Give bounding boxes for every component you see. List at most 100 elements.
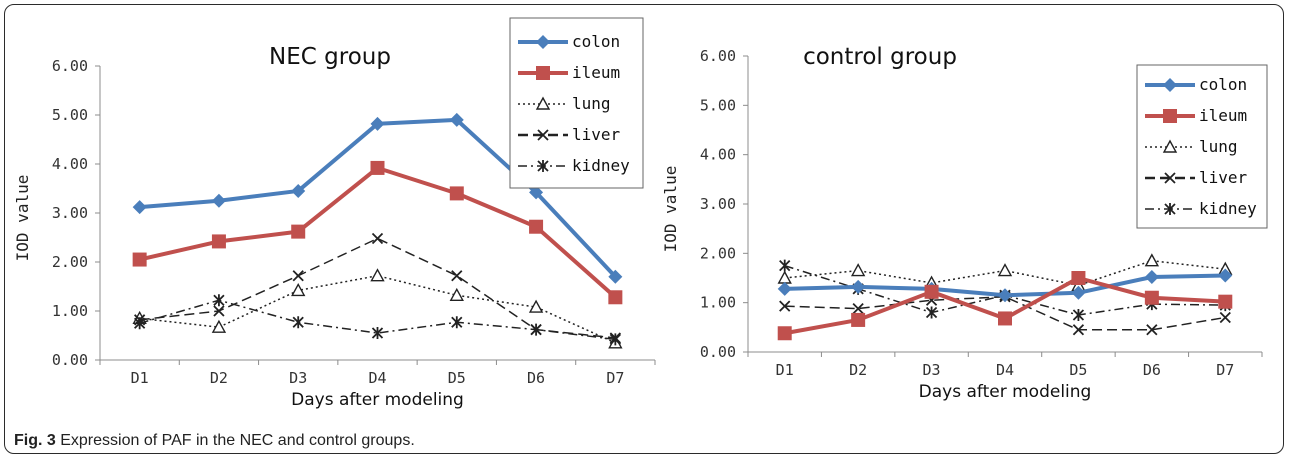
y-tick-label: 4.00 — [52, 155, 88, 173]
y-tick-label: 6.00 — [52, 57, 88, 75]
data-point-colon — [529, 185, 544, 200]
legend-label-kidney: kidney — [1199, 199, 1257, 218]
x-tick-label: D2 — [210, 369, 228, 387]
chart-title: NEC group — [269, 44, 391, 70]
x-tick-label: D5 — [448, 369, 466, 387]
x-tick-label: D4 — [996, 361, 1014, 379]
data-point-colon — [998, 288, 1012, 303]
data-point-lung — [291, 282, 306, 297]
y-tick-label: 2.00 — [52, 253, 88, 271]
data-point-colon — [291, 183, 306, 198]
data-point-lung — [997, 263, 1013, 277]
legend-marker-colon — [1163, 78, 1177, 92]
panel-nec-group: NEC group 0.00 1.00 2.00 3.00 4.00 5.00 6.00 D1 D… — [13, 17, 656, 410]
data-point-kidney — [371, 327, 384, 340]
data-point-colon — [132, 200, 147, 215]
data-point-kidney — [292, 316, 304, 329]
data-point-ileum — [777, 326, 792, 341]
panel-control-group: control group 0.00 1.00 2.00 3.00 4.00 5.00 6.0… — [661, 44, 1268, 402]
data-point-liver — [1219, 311, 1231, 324]
legend-marker-liver — [537, 129, 549, 141]
data-point-liver — [1146, 324, 1158, 336]
data-point-ileum — [291, 224, 306, 239]
caption-text: Expression of PAF in the NEC and control… — [55, 432, 415, 449]
data-point-kidney — [609, 333, 621, 346]
series-kidney — [134, 294, 621, 346]
data-point-ileum — [449, 186, 464, 201]
legend-label-kidney: kidney — [572, 156, 630, 175]
data-point-lung — [449, 287, 464, 302]
series-colon — [132, 112, 623, 284]
data-point-kidney — [451, 316, 463, 329]
caption-label: Fig. 3 — [14, 432, 56, 449]
data-point-lung — [211, 319, 227, 333]
x-tick-label: D3 — [923, 361, 941, 379]
data-point-lung — [850, 263, 866, 277]
data-point-lung — [1144, 253, 1160, 267]
data-point-colon — [777, 281, 792, 296]
y-tick-label: 5.00 — [700, 96, 736, 114]
data-point-ileum — [608, 290, 623, 305]
legend-label-liver: liver — [1199, 168, 1248, 187]
data-point-ileum — [132, 252, 147, 267]
y-tick-label: 6.00 — [700, 47, 736, 65]
y-tick-label: 5.00 — [52, 106, 88, 124]
legend-marker-liver — [1164, 172, 1176, 184]
x-tick-label: D7 — [1216, 361, 1234, 379]
y-tick-label: 2.00 — [700, 244, 736, 262]
data-point-colon — [1071, 285, 1086, 300]
legend-marker-kidney — [537, 160, 549, 172]
data-point-liver — [1072, 324, 1085, 336]
x-tick-label: D6 — [1143, 361, 1161, 379]
data-point-colon — [1218, 268, 1233, 283]
y-tick-label: 1.00 — [52, 302, 88, 320]
data-point-ileum — [529, 219, 544, 234]
y-tick-label: 4.00 — [700, 146, 736, 164]
legend-marker-ileum — [536, 66, 550, 80]
legend-marker-lung — [535, 96, 551, 110]
legend-label-lung: lung — [1199, 137, 1238, 156]
x-tick-label: D2 — [849, 361, 867, 379]
legend-label-colon: colon — [572, 32, 620, 51]
legend-box — [1136, 64, 1268, 229]
data-point-ileum — [370, 160, 385, 175]
series-ileum — [132, 160, 623, 305]
data-point-kidney — [925, 306, 938, 319]
series-liver — [779, 291, 1231, 336]
y-tick-label: 1.00 — [700, 294, 736, 312]
data-point-colon — [1144, 270, 1159, 285]
data-point-ileum — [1218, 294, 1233, 309]
x-tick-label: D4 — [368, 369, 386, 387]
data-point-colon — [370, 116, 385, 131]
legend: colon ileum lung liver kidney — [509, 17, 644, 189]
data-point-colon — [449, 112, 464, 127]
data-point-kidney — [779, 259, 791, 272]
legend-marker-lung — [1162, 139, 1178, 153]
figure-caption: Fig. 3 Expression of PAF in the NEC and … — [14, 432, 415, 450]
y-tick-label: 0.00 — [700, 343, 736, 361]
chart-title: control group — [803, 44, 957, 70]
x-tick-label: D3 — [289, 369, 307, 387]
data-point-ileum — [1144, 290, 1159, 305]
x-tick-label: D7 — [606, 369, 624, 387]
legend-label-ileum: ileum — [572, 63, 620, 82]
data-point-kidney — [134, 317, 146, 330]
data-point-liver — [852, 302, 864, 315]
x-tick-label: D1 — [776, 361, 794, 379]
data-point-liver — [371, 232, 384, 245]
data-point-lung — [528, 299, 544, 313]
legend-label-liver: liver — [572, 125, 621, 144]
x-tick-label: D5 — [1069, 361, 1087, 379]
x-axis-label: Days after modeling — [291, 390, 464, 410]
legend-label-colon: colon — [1199, 75, 1247, 94]
y-axis-label: IOD value — [661, 166, 680, 253]
y-axis-label: IOD value — [13, 175, 32, 262]
y-tick-label: 3.00 — [700, 195, 736, 213]
data-point-liver — [213, 305, 225, 317]
series-line-liver — [139, 237, 616, 339]
data-point-colon — [211, 193, 226, 208]
data-point-ileum — [211, 234, 226, 249]
legend: colon ileum lung liver kidney — [1136, 64, 1268, 229]
data-point-kidney — [530, 323, 542, 336]
